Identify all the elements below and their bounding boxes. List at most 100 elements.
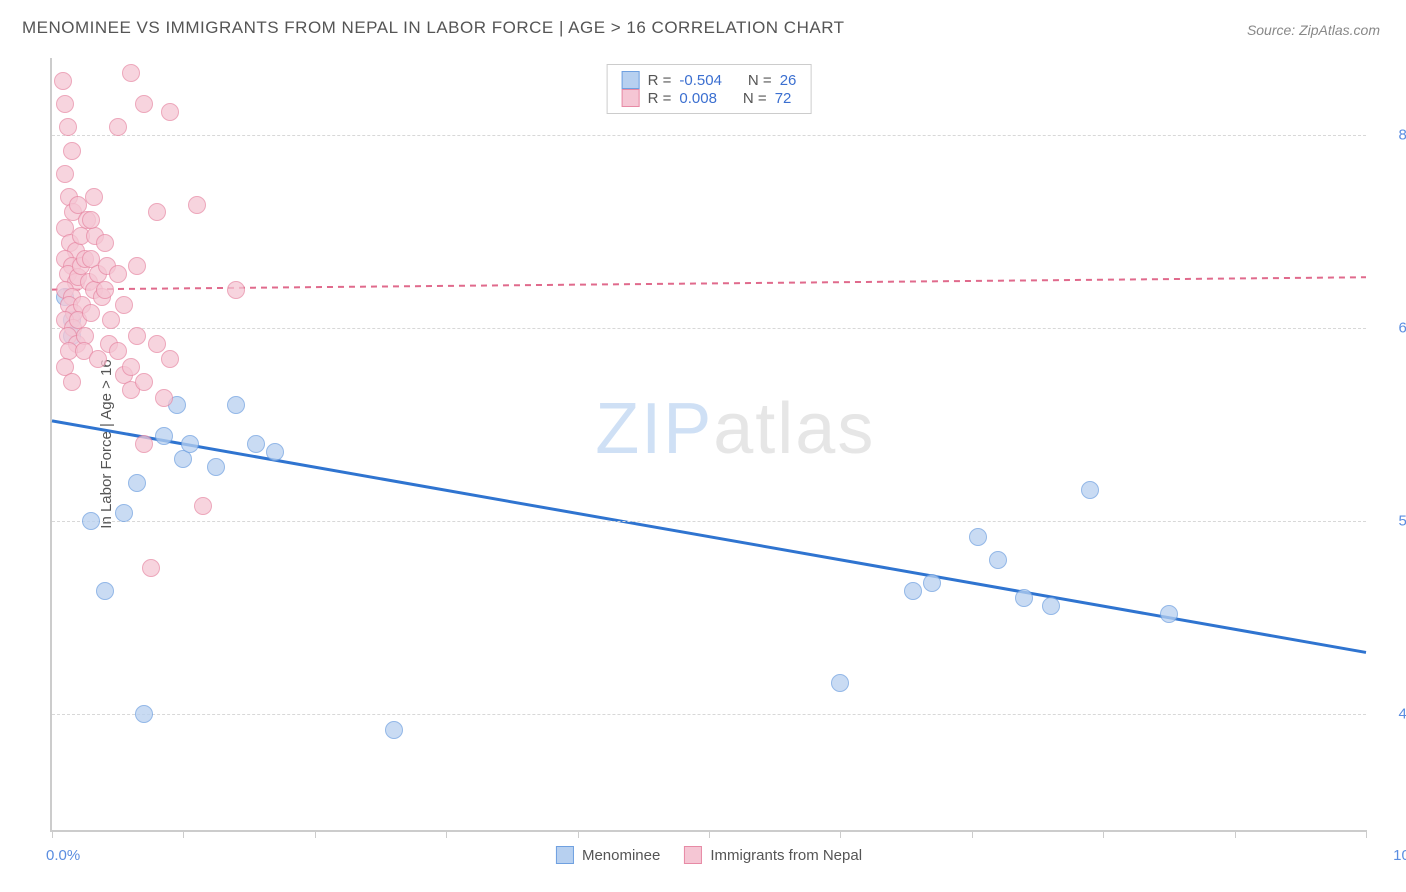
point-nepal	[161, 103, 179, 121]
point-nepal	[122, 358, 140, 376]
point-nepal	[155, 389, 173, 407]
watermark: ZIPatlas	[595, 388, 875, 470]
x-axis-min-label: 0.0%	[46, 847, 80, 864]
point-menominee	[82, 512, 100, 530]
point-nepal	[128, 327, 146, 345]
x-tick	[1366, 830, 1367, 838]
point-menominee	[96, 582, 114, 600]
point-nepal	[85, 188, 103, 206]
point-menominee	[1015, 589, 1033, 607]
point-menominee	[128, 474, 146, 492]
correlation-stats-box: R = -0.504 N = 26 R = 0.008 N = 72	[607, 64, 812, 114]
point-nepal	[148, 203, 166, 221]
point-nepal	[54, 72, 72, 90]
point-nepal	[56, 95, 74, 113]
point-nepal	[102, 311, 120, 329]
point-nepal	[135, 373, 153, 391]
point-menominee	[904, 582, 922, 600]
point-menominee	[181, 435, 199, 453]
x-tick	[1103, 830, 1104, 838]
x-tick	[972, 830, 973, 838]
plot-area: ZIPatlas In Labor Force | Age > 16 R = -…	[50, 58, 1366, 832]
x-tick	[709, 830, 710, 838]
point-menominee	[115, 504, 133, 522]
stats-row-menominee: R = -0.504 N = 26	[622, 71, 797, 89]
point-nepal	[194, 497, 212, 515]
point-nepal	[82, 304, 100, 322]
point-nepal	[96, 281, 114, 299]
point-menominee	[923, 574, 941, 592]
stats-row-nepal: R = 0.008 N = 72	[622, 89, 797, 107]
point-menominee	[135, 705, 153, 723]
legend-swatch-nepal	[684, 846, 702, 864]
y-axis-title: In Labor Force | Age > 16	[98, 359, 115, 528]
y-tick-label: 55.0%	[1376, 513, 1406, 530]
gridline	[52, 714, 1366, 715]
gridline	[52, 521, 1366, 522]
x-axis-max-label: 100.0%	[1393, 847, 1406, 864]
point-menominee	[969, 528, 987, 546]
legend-swatch-menominee	[556, 846, 574, 864]
stats-n-value-2: 72	[775, 90, 792, 107]
point-nepal	[96, 234, 114, 252]
legend-label-nepal: Immigrants from Nepal	[710, 847, 862, 864]
point-nepal	[82, 211, 100, 229]
point-menominee	[385, 721, 403, 739]
watermark-zip: ZIP	[595, 389, 713, 469]
point-nepal	[63, 373, 81, 391]
point-nepal	[63, 142, 81, 160]
point-nepal	[161, 350, 179, 368]
stats-r-label: R =	[648, 72, 672, 89]
legend-item-menominee: Menominee	[556, 846, 660, 864]
point-nepal	[109, 265, 127, 283]
stats-n-label: N =	[748, 72, 772, 89]
point-nepal	[122, 64, 140, 82]
point-menominee	[1160, 605, 1178, 623]
x-tick	[840, 830, 841, 838]
point-nepal	[89, 350, 107, 368]
point-nepal	[59, 118, 77, 136]
bottom-legend: Menominee Immigrants from Nepal	[556, 846, 862, 864]
point-nepal	[109, 118, 127, 136]
point-nepal	[56, 165, 74, 183]
point-nepal	[109, 342, 127, 360]
x-tick	[315, 830, 316, 838]
stats-r-value-1: -0.504	[679, 72, 722, 89]
point-menominee	[989, 551, 1007, 569]
x-tick	[1235, 830, 1236, 838]
point-nepal	[135, 95, 153, 113]
chart-title: MENOMINEE VS IMMIGRANTS FROM NEPAL IN LA…	[22, 18, 845, 38]
stats-r-label-2: R =	[648, 90, 672, 107]
point-nepal	[135, 435, 153, 453]
point-menominee	[207, 458, 225, 476]
stats-n-value-1: 26	[780, 72, 797, 89]
point-nepal	[128, 257, 146, 275]
swatch-nepal	[622, 89, 640, 107]
point-menominee	[266, 443, 284, 461]
x-tick	[183, 830, 184, 838]
y-tick-label: 67.5%	[1376, 320, 1406, 337]
stats-n-label-2: N =	[743, 90, 767, 107]
point-nepal	[188, 196, 206, 214]
point-menominee	[831, 674, 849, 692]
point-menominee	[174, 450, 192, 468]
y-tick-label: 42.5%	[1376, 706, 1406, 723]
point-menominee	[1042, 597, 1060, 615]
legend-item-nepal: Immigrants from Nepal	[684, 846, 862, 864]
trend-line	[52, 277, 1366, 289]
point-nepal	[142, 559, 160, 577]
watermark-atlas: atlas	[713, 389, 875, 469]
legend-label-menominee: Menominee	[582, 847, 660, 864]
swatch-menominee	[622, 71, 640, 89]
point-nepal	[115, 296, 133, 314]
point-menominee	[227, 396, 245, 414]
point-menominee	[1081, 481, 1099, 499]
gridline	[52, 328, 1366, 329]
x-tick	[52, 830, 53, 838]
y-tick-label: 80.0%	[1376, 127, 1406, 144]
gridline	[52, 135, 1366, 136]
x-tick	[578, 830, 579, 838]
source-label: Source: ZipAtlas.com	[1247, 22, 1380, 38]
point-nepal	[148, 335, 166, 353]
point-menominee	[155, 427, 173, 445]
